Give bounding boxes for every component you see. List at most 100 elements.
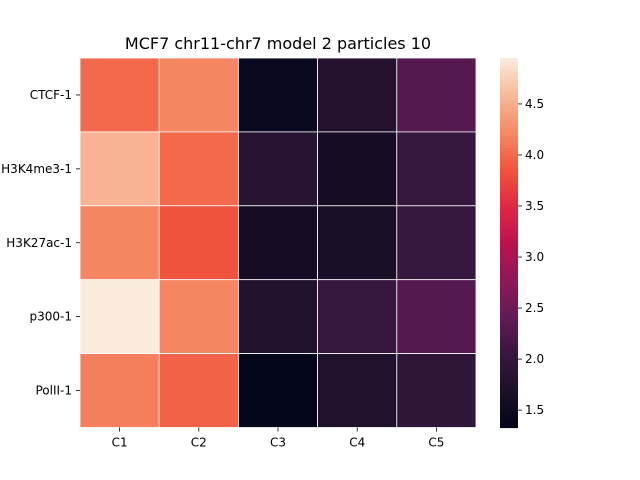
colorbar-segment [500,138,518,142]
colorbar-segment [500,267,518,272]
colorbar-segment [500,196,518,201]
colorbar-segment [500,205,518,210]
colorbar-segment [500,190,518,195]
colorbar-segment [500,378,518,382]
colorbar-segment [500,208,518,213]
colorbar-segment [500,147,518,151]
colorbar-segment [500,415,518,419]
heatmap-cell [237,353,318,428]
colorbar-segment [500,412,518,416]
colorbar-segment [500,319,518,324]
colorbar-segment [500,64,518,68]
colorbar-segment [500,396,518,401]
colorbar-segment [500,307,518,312]
row-tick-label: H3K4me3-1 [1,162,72,176]
colorbar-segment [500,94,518,99]
heatmap-cell [396,279,477,355]
heatmap-cell [237,205,318,281]
colorbar-segment [500,113,518,118]
colorbar-segment [500,184,518,188]
colorbar-segment [500,405,518,410]
colorbar-tick-label: 1.5 [525,403,544,417]
colorbar-segment [500,304,518,309]
colorbar-segment [500,224,518,228]
colorbar-segment [500,199,518,204]
colorbar-segment [500,390,518,395]
colorbar-segment [500,73,518,78]
colorbar-segment [500,122,518,127]
colorbar-segment [500,58,518,62]
row-tick-label: PolII-1 [35,384,72,398]
colorbar-segment [500,202,518,207]
colorbar-segment [500,91,518,96]
colorbar-segment [500,171,518,176]
heatmap-cell [317,353,398,428]
colorbar-tick-label: 4.5 [525,97,544,111]
colorbar-segment [500,150,518,155]
colorbar-segment [500,344,518,349]
colorbar-segment [500,82,518,87]
colorbar-segment [500,193,518,198]
colorbar-segment [500,131,518,136]
colorbar-segment [500,276,518,281]
colorbar-segment [500,141,518,145]
colorbar-segment [500,368,518,373]
colorbar-segment [500,347,518,352]
colorbar-segment [500,101,518,105]
colorbar-segment [500,76,518,81]
colorbar-segment [500,341,518,345]
colorbar-segment [500,251,518,256]
colorbar-segment [500,218,518,222]
colorbar-segment [500,362,518,367]
colorbar-segment [500,301,518,305]
colorbar-segment [500,295,518,299]
heatmap-cell [79,57,160,133]
heatmap-cell [158,57,239,133]
colorbar-segment [500,335,518,339]
colorbar-segment [500,119,518,124]
row-labels: CTCF-1 H3K4me3-1 H3K27ac-1 p300-1 PolII-1 [1,88,80,398]
column-tick-label: C4 [349,436,365,450]
colorbar-segment [500,332,518,336]
colorbar-segment [500,187,518,192]
heatmap-cell [237,279,318,355]
colorbar-tick-label: 2.5 [525,301,544,315]
heatmap-cell [237,131,318,207]
colorbar-segment [500,387,518,392]
colorbar-segment [500,128,518,133]
heatmap-cell [396,205,477,281]
colorbar-segment [500,365,518,370]
colorbar-segment [500,270,518,275]
colorbar-segment [500,98,518,102]
colorbar-segment [500,168,518,173]
colorbar-segment [500,381,518,385]
colorbar-segment [500,279,518,284]
colorbar-segment [500,165,518,170]
colorbar-segment [500,375,518,379]
colorbar-segment [500,221,518,225]
colorbar-segment [500,421,518,426]
column-tick-label: C3 [270,436,286,450]
colorbar-segment [500,316,518,321]
heatmap-cells [79,57,477,428]
colorbar-segment [500,144,518,148]
colorbar-tick-label: 3.5 [525,199,544,213]
column-labels: C1 C2 C3 C4 C5 [112,427,444,450]
heatmap-cell [396,353,477,428]
colorbar-segment [500,233,518,238]
heatmap-cell [158,205,239,281]
colorbar-segment [500,372,518,376]
colorbar-segment [500,418,518,422]
colorbar-segment [500,399,518,404]
colorbar-segment [500,107,518,111]
colorbar-segment [500,359,518,364]
heatmap-cell [79,279,160,355]
colorbar-segment [500,248,518,253]
colorbar: 1.5 2.0 2.5 3.0 3.5 4.0 4.5 [500,58,544,429]
column-tick-label: C5 [428,436,444,450]
colorbar-segment [500,215,518,219]
colorbar-segment [500,245,518,250]
colorbar-segment [500,264,518,268]
column-tick-label: C1 [112,436,128,450]
